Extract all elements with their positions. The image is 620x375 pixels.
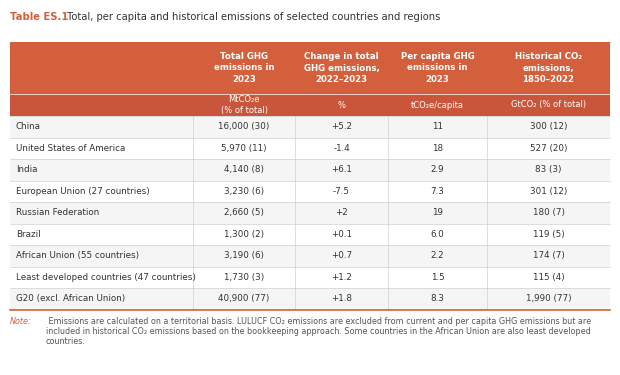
Text: Total, per capita and historical emissions of selected countries and regions: Total, per capita and historical emissio… [64, 12, 440, 22]
Bar [10, 180, 610, 202]
Text: 18: 18 [432, 144, 443, 153]
Text: 5,970 (11): 5,970 (11) [221, 144, 267, 153]
Bar [10, 202, 610, 223]
Text: 7.3: 7.3 [430, 187, 445, 196]
Text: +0.7: +0.7 [331, 251, 352, 260]
Bar [10, 138, 610, 159]
Text: 83 (3): 83 (3) [535, 165, 562, 174]
Text: 6.0: 6.0 [431, 230, 445, 239]
Text: 16,000 (30): 16,000 (30) [218, 122, 270, 131]
Text: Total GHG
emissions in
2023: Total GHG emissions in 2023 [214, 53, 274, 84]
Text: Change in total
GHG emissions,
2022–2023: Change in total GHG emissions, 2022–2023 [304, 53, 379, 84]
Text: 1,990 (77): 1,990 (77) [526, 294, 571, 303]
Bar [10, 288, 610, 309]
Text: 8.3: 8.3 [430, 294, 445, 303]
Text: -1.4: -1.4 [333, 144, 350, 153]
Text: 1,300 (2): 1,300 (2) [224, 230, 264, 239]
Text: 1,730 (3): 1,730 (3) [224, 273, 264, 282]
Bar [10, 224, 610, 245]
Text: 3,230 (6): 3,230 (6) [224, 187, 264, 196]
Bar [10, 94, 610, 116]
Bar [10, 42, 610, 94]
Text: 2.2: 2.2 [431, 251, 445, 260]
Text: Emissions are calculated on a territorial basis. LULUCF CO₂ emissions are exclud: Emissions are calculated on a territoria… [46, 316, 591, 346]
Text: 301 (12): 301 (12) [530, 187, 567, 196]
Bar [10, 245, 610, 267]
Text: +0.1: +0.1 [331, 230, 352, 239]
Text: tCO₂e/capita: tCO₂e/capita [411, 100, 464, 109]
Text: China: China [16, 122, 41, 131]
Text: 1.5: 1.5 [431, 273, 445, 282]
Text: India: India [16, 165, 37, 174]
Text: 2,660 (5): 2,660 (5) [224, 208, 264, 217]
Text: 40,900 (77): 40,900 (77) [218, 294, 270, 303]
Text: Russian Federation: Russian Federation [16, 208, 99, 217]
Text: -7.5: -7.5 [333, 187, 350, 196]
Text: +2: +2 [335, 208, 348, 217]
Text: 115 (4): 115 (4) [533, 273, 564, 282]
Bar [10, 116, 610, 138]
Text: 119 (5): 119 (5) [533, 230, 564, 239]
Text: MtCO₂e
(% of total): MtCO₂e (% of total) [221, 95, 267, 115]
Text: 2.9: 2.9 [431, 165, 445, 174]
Text: Historical CO₂
emissions,
1850–2022: Historical CO₂ emissions, 1850–2022 [515, 53, 582, 84]
Text: European Union (27 countries): European Union (27 countries) [16, 187, 150, 196]
Text: 19: 19 [432, 208, 443, 217]
Text: United States of America: United States of America [16, 144, 125, 153]
Text: %: % [337, 100, 345, 109]
Text: African Union (55 countries): African Union (55 countries) [16, 251, 139, 260]
Text: +5.2: +5.2 [331, 122, 352, 131]
Text: Table ES.1: Table ES.1 [10, 12, 68, 22]
Text: Note:: Note: [10, 316, 32, 326]
Text: GtCO₂ (% of total): GtCO₂ (% of total) [511, 100, 586, 109]
Text: 300 (12): 300 (12) [529, 122, 567, 131]
Bar [10, 159, 610, 180]
Text: 527 (20): 527 (20) [529, 144, 567, 153]
Text: Per capita GHG
emissions in
2023: Per capita GHG emissions in 2023 [401, 53, 474, 84]
Text: Least developed countries (47 countries): Least developed countries (47 countries) [16, 273, 196, 282]
Text: Brazil: Brazil [16, 230, 41, 239]
Text: +1.8: +1.8 [331, 294, 352, 303]
Text: 180 (7): 180 (7) [533, 208, 564, 217]
Text: +1.2: +1.2 [331, 273, 352, 282]
Text: 11: 11 [432, 122, 443, 131]
Text: 174 (7): 174 (7) [533, 251, 564, 260]
Text: +6.1: +6.1 [331, 165, 352, 174]
Text: 3,190 (6): 3,190 (6) [224, 251, 264, 260]
Text: 4,140 (8): 4,140 (8) [224, 165, 264, 174]
Bar [10, 267, 610, 288]
Text: G20 (excl. African Union): G20 (excl. African Union) [16, 294, 125, 303]
